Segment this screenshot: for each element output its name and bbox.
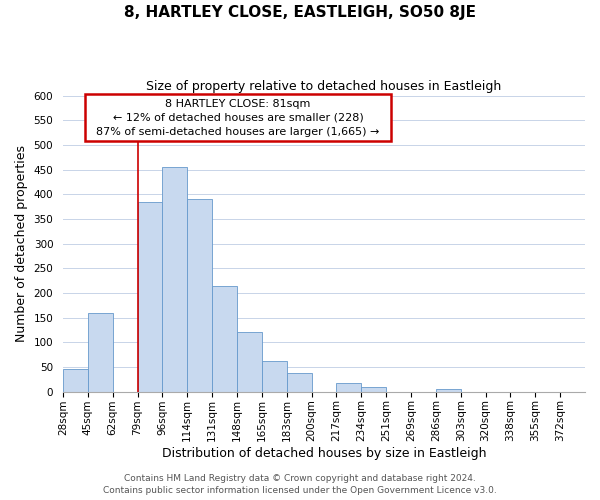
Y-axis label: Number of detached properties: Number of detached properties — [15, 145, 28, 342]
Bar — [262, 360, 287, 392]
Bar — [163, 167, 187, 392]
Bar — [63, 370, 88, 392]
Bar — [287, 374, 311, 392]
Text: 8 HARTLEY CLOSE: 81sqm  
  ← 12% of detached houses are smaller (228)  
  87% of: 8 HARTLEY CLOSE: 81sqm ← 12% of detached… — [89, 98, 386, 136]
Bar — [187, 199, 212, 392]
Bar — [337, 383, 361, 392]
Bar — [212, 286, 237, 392]
X-axis label: Distribution of detached houses by size in Eastleigh: Distribution of detached houses by size … — [162, 447, 486, 460]
Bar — [137, 202, 163, 392]
Bar — [88, 312, 113, 392]
Bar — [237, 332, 262, 392]
Text: Contains HM Land Registry data © Crown copyright and database right 2024.
Contai: Contains HM Land Registry data © Crown c… — [103, 474, 497, 495]
Bar — [436, 389, 461, 392]
Text: 8, HARTLEY CLOSE, EASTLEIGH, SO50 8JE: 8, HARTLEY CLOSE, EASTLEIGH, SO50 8JE — [124, 5, 476, 20]
Bar — [361, 386, 386, 392]
Title: Size of property relative to detached houses in Eastleigh: Size of property relative to detached ho… — [146, 80, 502, 93]
